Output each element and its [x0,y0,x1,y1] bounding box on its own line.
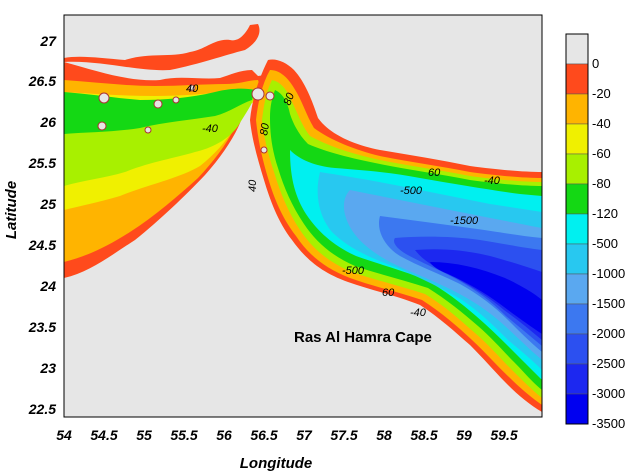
y-tick-label: 25.5 [28,155,56,171]
contour-label: -40 [202,123,219,135]
x-tick-label: 55 [136,427,152,443]
y-tick-label: 25 [39,196,56,212]
legend-label: -3500 [592,416,625,431]
y-axis-ticks: 27 26.5 26 25.5 25 24.5 24 23.5 23 22.5 [28,33,57,417]
x-tick-label: 57.5 [330,427,357,443]
legend-swatch [565,123,589,155]
depth-legend: 0 -20 -40 -60 -80 -120 -500 -1000 -1500 -2000 -250… [565,33,625,431]
legend-label: -80 [592,176,611,191]
x-tick-label: 59 [456,427,472,443]
x-tick-label: 54 [56,427,72,443]
legend-label: -3000 [592,386,625,401]
legend-swatch [565,243,589,275]
legend-label: 0 [592,56,599,71]
legend-swatch [565,153,589,185]
legend-frame [565,33,589,425]
contour-label: 60 [382,287,395,299]
y-tick-label: 23.5 [28,319,56,335]
y-tick-label: 26 [39,114,56,130]
contour-label: 40 [247,179,259,192]
x-axis-title: Longitude [240,455,312,472]
island [251,87,265,101]
contour-label: -500 [342,265,365,277]
x-tick-label: 56.5 [250,427,277,443]
contour-label: 80 [258,122,272,137]
legend-swatch [565,303,589,335]
plot-frame [63,14,543,418]
contour-label: -40 [484,175,501,187]
y-tick-label: 22.5 [28,401,56,417]
legend-swatch [565,393,589,425]
contour-label: -40 [410,307,427,319]
oman-depth-3000-3500 [430,262,542,334]
legend-swatch [565,333,589,365]
legend-label: -1500 [592,296,625,311]
y-axis-title: Latitude [3,181,20,239]
y-tick-label: 24.5 [28,237,56,253]
y-tick-label: 26.5 [28,73,56,89]
island [153,99,163,109]
island [260,146,268,154]
y-tick-label: 27 [39,33,57,49]
island [188,84,196,92]
contour-label: 60 [428,167,441,179]
legend-label: -120 [592,206,618,221]
legend-label: -1000 [592,266,625,281]
sea-depth-layers [64,24,542,413]
legend-label: -40 [592,116,611,131]
contour-label: -500 [400,185,423,197]
island [172,96,180,104]
y-tick-label: 23 [39,360,56,376]
legend-swatch [565,213,589,245]
x-tick-label: 56 [216,427,232,443]
place-label: Ras Al Hamra Cape [294,329,432,346]
x-tick-label: 55.5 [170,427,197,443]
island [144,126,152,134]
x-tick-label: 57 [296,427,313,443]
legend-swatch [565,183,589,215]
legend-label: -2500 [592,356,625,371]
legend-label: -60 [592,146,611,161]
gulf-depth-80-120 [64,88,255,134]
x-axis-ticks: 54 54.5 55 55.5 56 56.5 57 57.5 58 58.5 … [56,427,518,443]
contour-label: 80 [282,91,298,107]
island [265,91,275,101]
island [98,92,110,104]
legend-swatch [565,63,589,95]
legend-label: -20 [592,86,611,101]
x-tick-label: 59.5 [490,427,517,443]
contour-label: 40 [186,83,199,95]
contour-label: -1500 [450,215,479,227]
legend-label: -500 [592,236,618,251]
island [97,121,107,131]
y-tick-label: 24 [39,278,56,294]
x-tick-label: 58.5 [410,427,437,443]
x-tick-label: 58 [376,427,392,443]
legend-swatch [565,273,589,305]
legend-label: -2000 [592,326,625,341]
legend-swatch [565,93,589,125]
x-tick-label: 54.5 [90,427,117,443]
legend-swatch [565,363,589,395]
legend-swatch [565,33,589,65]
